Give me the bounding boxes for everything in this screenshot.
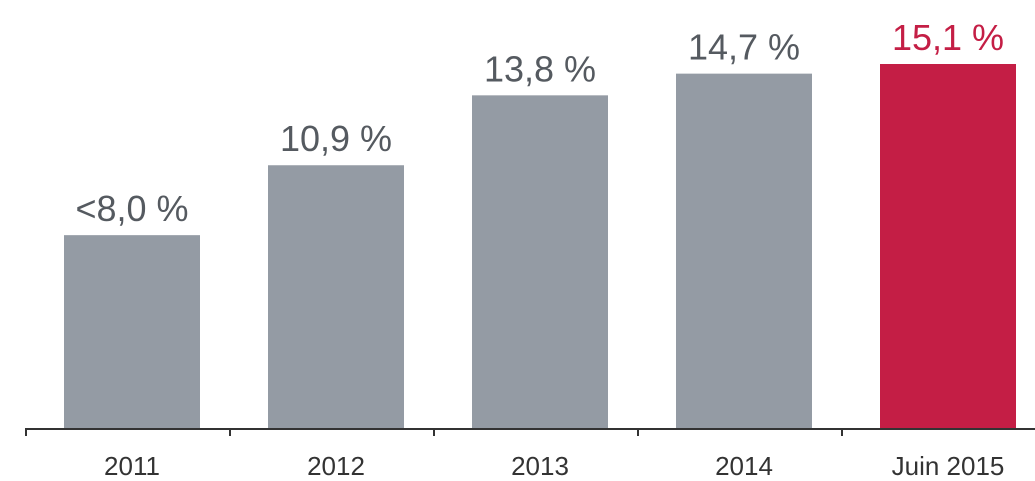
bar-juin-2015 (880, 64, 1016, 428)
x-axis-tick-labels-group: 2011 2012 2013 2014 Juin 2015 (104, 451, 1004, 481)
x-tick-label: 2013 (511, 451, 569, 481)
bars-group (64, 64, 1016, 429)
bar-2013 (472, 95, 608, 429)
data-label: 15,1 % (892, 17, 1004, 58)
x-tick-label: 2014 (715, 451, 773, 481)
data-label: 10,9 % (280, 118, 392, 159)
data-label: <8,0 % (75, 188, 188, 229)
data-labels-group: <8,0 % 10,9 % 13,8 % 14,7 % 15,1 % (75, 17, 1004, 229)
x-axis-ticks-group (25, 428, 843, 436)
data-label: 13,8 % (484, 48, 596, 89)
bar-2012 (268, 165, 404, 428)
x-tick-label: 2011 (104, 451, 160, 481)
bar-2014 (676, 73, 812, 428)
x-tick-label: Juin 2015 (892, 451, 1005, 481)
data-label: 14,7 % (688, 27, 800, 68)
bar-2011 (64, 235, 200, 428)
x-tick-label: 2012 (307, 451, 365, 481)
